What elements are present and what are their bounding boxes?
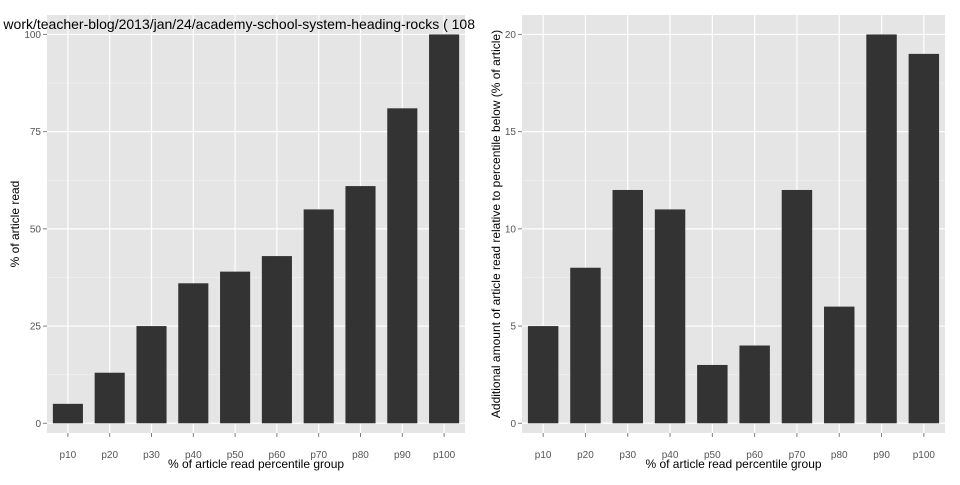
bar-p10 (52, 403, 83, 424)
x-tick-label: p50 (227, 450, 244, 461)
y-tick-label: 15 (505, 127, 517, 138)
bar-p50 (220, 271, 251, 424)
x-tick-label: p60 (746, 450, 763, 461)
chart-panel-2: 0 5 10 15 20 p10 p20 p30 p40 p50 p60 p70 p80 p90 p100%… (489, 15, 945, 471)
bar-p70 (781, 189, 813, 424)
bar-p30 (136, 326, 167, 424)
x-tick-label: p40 (662, 450, 679, 461)
x-axis-label: % of article read percentile group (168, 457, 344, 471)
y-tick-label: 25 (30, 322, 42, 333)
bar-p90 (866, 34, 897, 424)
bar-p20 (570, 267, 601, 424)
x-tick-label: p50 (704, 450, 721, 461)
bar-p90 (387, 108, 418, 424)
chart-title: work/teacher-blog/2013/jan/24/academy-sc… (2, 16, 475, 32)
y-tick-label: 10 (505, 224, 517, 235)
x-tick-label: p70 (789, 450, 806, 461)
bar-p80 (345, 186, 376, 424)
y-tick-label: 20 (505, 30, 517, 41)
bar-p60 (261, 256, 292, 424)
x-tick-label: p60 (269, 450, 286, 461)
bar-p20 (94, 372, 125, 424)
y-tick-label: 100 (24, 30, 41, 41)
y-tick-label: 0 (510, 419, 516, 430)
y-tick-label: 0 (35, 419, 41, 430)
bar-p80 (824, 306, 855, 424)
x-tick-label: p20 (577, 450, 594, 461)
x-tick-label: p80 (831, 450, 848, 461)
x-tick-label: p100 (433, 450, 456, 461)
x-tick-label: p90 (873, 450, 890, 461)
x-tick-label: p30 (619, 450, 636, 461)
bar-p70 (303, 209, 334, 424)
bar-p100 (429, 34, 460, 424)
bar-p60 (739, 345, 770, 424)
x-tick-label: p100 (913, 450, 936, 461)
x-axis-label: % of article read percentile group (645, 457, 821, 471)
x-tick-label: p10 (60, 450, 77, 461)
bar-p40 (654, 209, 686, 424)
x-tick-label: p20 (101, 450, 118, 461)
x-tick-label: p10 (535, 450, 552, 461)
bar-p10 (527, 326, 559, 424)
y-axis-label: % of article read (8, 181, 22, 268)
bar-p50 (697, 364, 728, 424)
y-tick-label: 5 (510, 322, 516, 333)
bar-p30 (612, 189, 643, 424)
x-tick-label: p40 (185, 450, 202, 461)
x-tick-label: p80 (352, 450, 369, 461)
x-tick-label: p70 (310, 450, 327, 461)
y-axis-label: Additional amount of article read relati… (489, 30, 503, 418)
x-tick-label: p90 (394, 450, 411, 461)
y-tick-label: 75 (30, 127, 42, 138)
x-tick-label: p30 (143, 450, 160, 461)
bar-p100 (908, 53, 940, 424)
chart-panel-1: 0 25 50 75 100 p10 p20 p30 p40 p50 p60 p70 p80 p90 p10… (2, 15, 475, 471)
y-tick-label: 50 (30, 224, 42, 235)
bar-p40 (178, 283, 209, 424)
